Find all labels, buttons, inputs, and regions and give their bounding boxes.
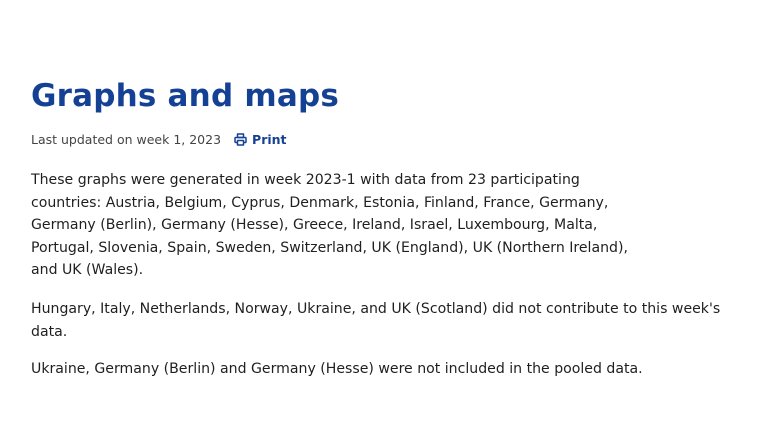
paragraph-line: and UK (Wales). (31, 262, 144, 279)
non-contributing-countries-paragraph: Hungary, Italy, Netherlands, Norway, Ukr… (31, 298, 775, 343)
participating-countries-paragraph: These graphs were generated in week 2023… (31, 169, 681, 282)
print-button[interactable]: Print (234, 132, 287, 147)
paragraph-line: Portugal, Slovenia, Spain, Sweden, Switz… (31, 239, 628, 256)
paragraph-line: Germany (Berlin), Germany (Hesse), Greec… (31, 217, 598, 234)
paragraph-line: Ukraine, Germany (Berlin) and Germany (H… (31, 361, 643, 377)
excluded-from-pooled-data-paragraph: Ukraine, Germany (Berlin) and Germany (H… (31, 358, 775, 381)
print-label: Print (252, 131, 287, 147)
paragraph-line: data. (31, 323, 68, 340)
paragraph-line: countries: Austria, Belgium, Cyprus, Den… (31, 194, 609, 211)
page-title: Graphs and maps (31, 78, 339, 114)
printer-icon (234, 132, 247, 146)
paragraph-line: Hungary, Italy, Netherlands, Norway, Ukr… (31, 301, 721, 317)
last-updated-text: Last updated on week 1, 2023 (31, 131, 222, 147)
page-meta: Last updated on week 1, 2023 Print (31, 130, 287, 148)
paragraph-line: These graphs were generated in week 2023… (31, 172, 580, 188)
